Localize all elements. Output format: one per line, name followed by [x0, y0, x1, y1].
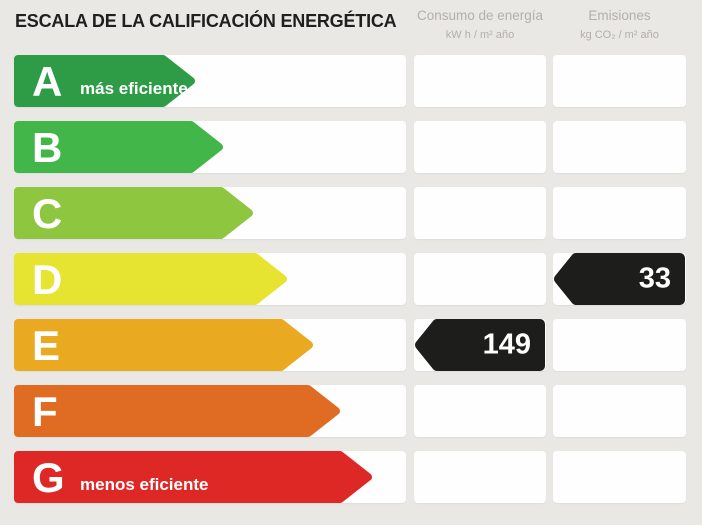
emissions-cell: 33: [553, 253, 686, 305]
page-title: ESCALA DE LA CALIFICACIÓN ENERGÉTICA: [15, 11, 397, 31]
consumption-column-label: Consumo de energía: [416, 8, 544, 23]
rating-row-e: E 149: [14, 319, 686, 371]
column-header-consumption: Consumo de energía kW h / m² año: [414, 7, 546, 42]
emissions-cell: [553, 385, 686, 437]
scale-cell-d: D: [14, 253, 406, 305]
rating-row-b: B: [14, 121, 686, 173]
rating-letter-g: G: [32, 453, 65, 501]
rating-letter-d: D: [32, 255, 63, 303]
rating-arrow-shape: [14, 385, 340, 437]
rating-row-f: F: [14, 385, 686, 437]
rating-row-c: C: [14, 187, 686, 239]
rating-arrow-shape: [14, 253, 287, 305]
scale-cell-c: C: [14, 187, 406, 239]
value-arrow-shape: [554, 253, 685, 305]
scale-cell-f: F: [14, 385, 406, 437]
rating-letter-c: C: [32, 189, 63, 237]
consumption-cell: [414, 385, 546, 437]
rating-note-g: menos eficiente: [80, 475, 209, 494]
scale-cell-e: E: [14, 319, 406, 371]
emissions-cell: [553, 187, 686, 239]
emissions-cell: [553, 121, 686, 173]
consumption-value-indicator: 149: [415, 319, 545, 371]
consumption-column-unit: kW h / m² año: [445, 29, 515, 41]
rating-arrow-shape: [14, 319, 313, 371]
rating-arrow-shape: [14, 187, 253, 239]
scale-cell-b: B: [14, 121, 406, 173]
emissions-value-indicator: 33: [554, 253, 685, 305]
consumption-cell: [414, 253, 546, 305]
rating-letter-a: A: [32, 57, 63, 105]
emissions-value: 33: [638, 262, 671, 295]
rating-arrow-shape: [14, 55, 195, 107]
rating-letter-b: B: [32, 123, 63, 171]
rating-arrow-shape: [14, 451, 372, 503]
column-header-emissions: Emisiones kg CO₂ / m² año: [553, 7, 686, 42]
consumption-cell: [414, 451, 546, 503]
consumption-cell: [414, 121, 546, 173]
emissions-cell: [553, 451, 686, 503]
consumption-cell: [414, 187, 546, 239]
emissions-column-label: Emisiones: [588, 8, 651, 23]
rating-letter-f: F: [32, 387, 58, 435]
emissions-cell: [553, 55, 686, 107]
value-arrow-shape: [415, 319, 545, 371]
rating-note-a: más eficiente: [80, 79, 188, 98]
rating-arrow-shape: [14, 121, 223, 173]
consumption-cell: [414, 55, 546, 107]
emissions-column-unit: kg CO₂ / m² año: [580, 29, 659, 41]
consumption-cell: 149: [414, 319, 546, 371]
rating-letter-e: E: [32, 321, 61, 369]
rating-row-d: D 33: [14, 253, 686, 305]
consumption-value: 149: [482, 328, 531, 361]
emissions-cell: [553, 319, 686, 371]
